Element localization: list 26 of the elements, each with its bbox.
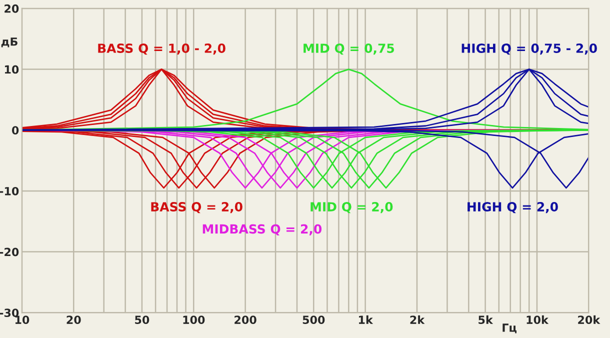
y-tick-label: 0 xyxy=(12,126,19,135)
text: MIDBASS Q = 2,0 xyxy=(202,224,322,236)
y-tick-label: -30 xyxy=(0,308,19,318)
y-axis-title: дБ xyxy=(1,38,18,48)
series-label: HIGH Q = 0,75 - 2,0 xyxy=(462,44,597,55)
series-label: MID Q = 2,0 xyxy=(310,202,393,214)
y-tick-label: -20 xyxy=(0,248,19,256)
series-label: BASS Q = 1,0 - 2,0 xyxy=(98,44,226,55)
x-tick-label: 50 xyxy=(135,316,150,324)
series-label: MID Q = 0,75 xyxy=(304,44,394,55)
x-tick-label: 100 xyxy=(183,316,205,324)
x-tick-label: 20 xyxy=(66,316,81,324)
x-tick-label: 2k xyxy=(410,315,425,324)
x-axis-title: Гц xyxy=(502,324,516,334)
x-tick-label: 10 xyxy=(15,316,30,324)
x-tick-label: 200 xyxy=(234,316,256,324)
y-tick-label: 10 xyxy=(4,65,19,74)
series-label: HIGH Q = 2,0 xyxy=(468,202,558,214)
series-label: BASS Q = 2,0 xyxy=(151,202,242,214)
x-tick-label: 5k xyxy=(478,315,494,324)
x-tick-label: 20k xyxy=(578,315,600,324)
x-tick-label: 500 xyxy=(302,316,325,324)
x-tick-label: 10k xyxy=(526,315,549,324)
y-tick-label: 20 xyxy=(4,4,19,13)
y-tick-label: -10 xyxy=(0,186,19,196)
x-tick-label: 1k xyxy=(358,315,374,324)
